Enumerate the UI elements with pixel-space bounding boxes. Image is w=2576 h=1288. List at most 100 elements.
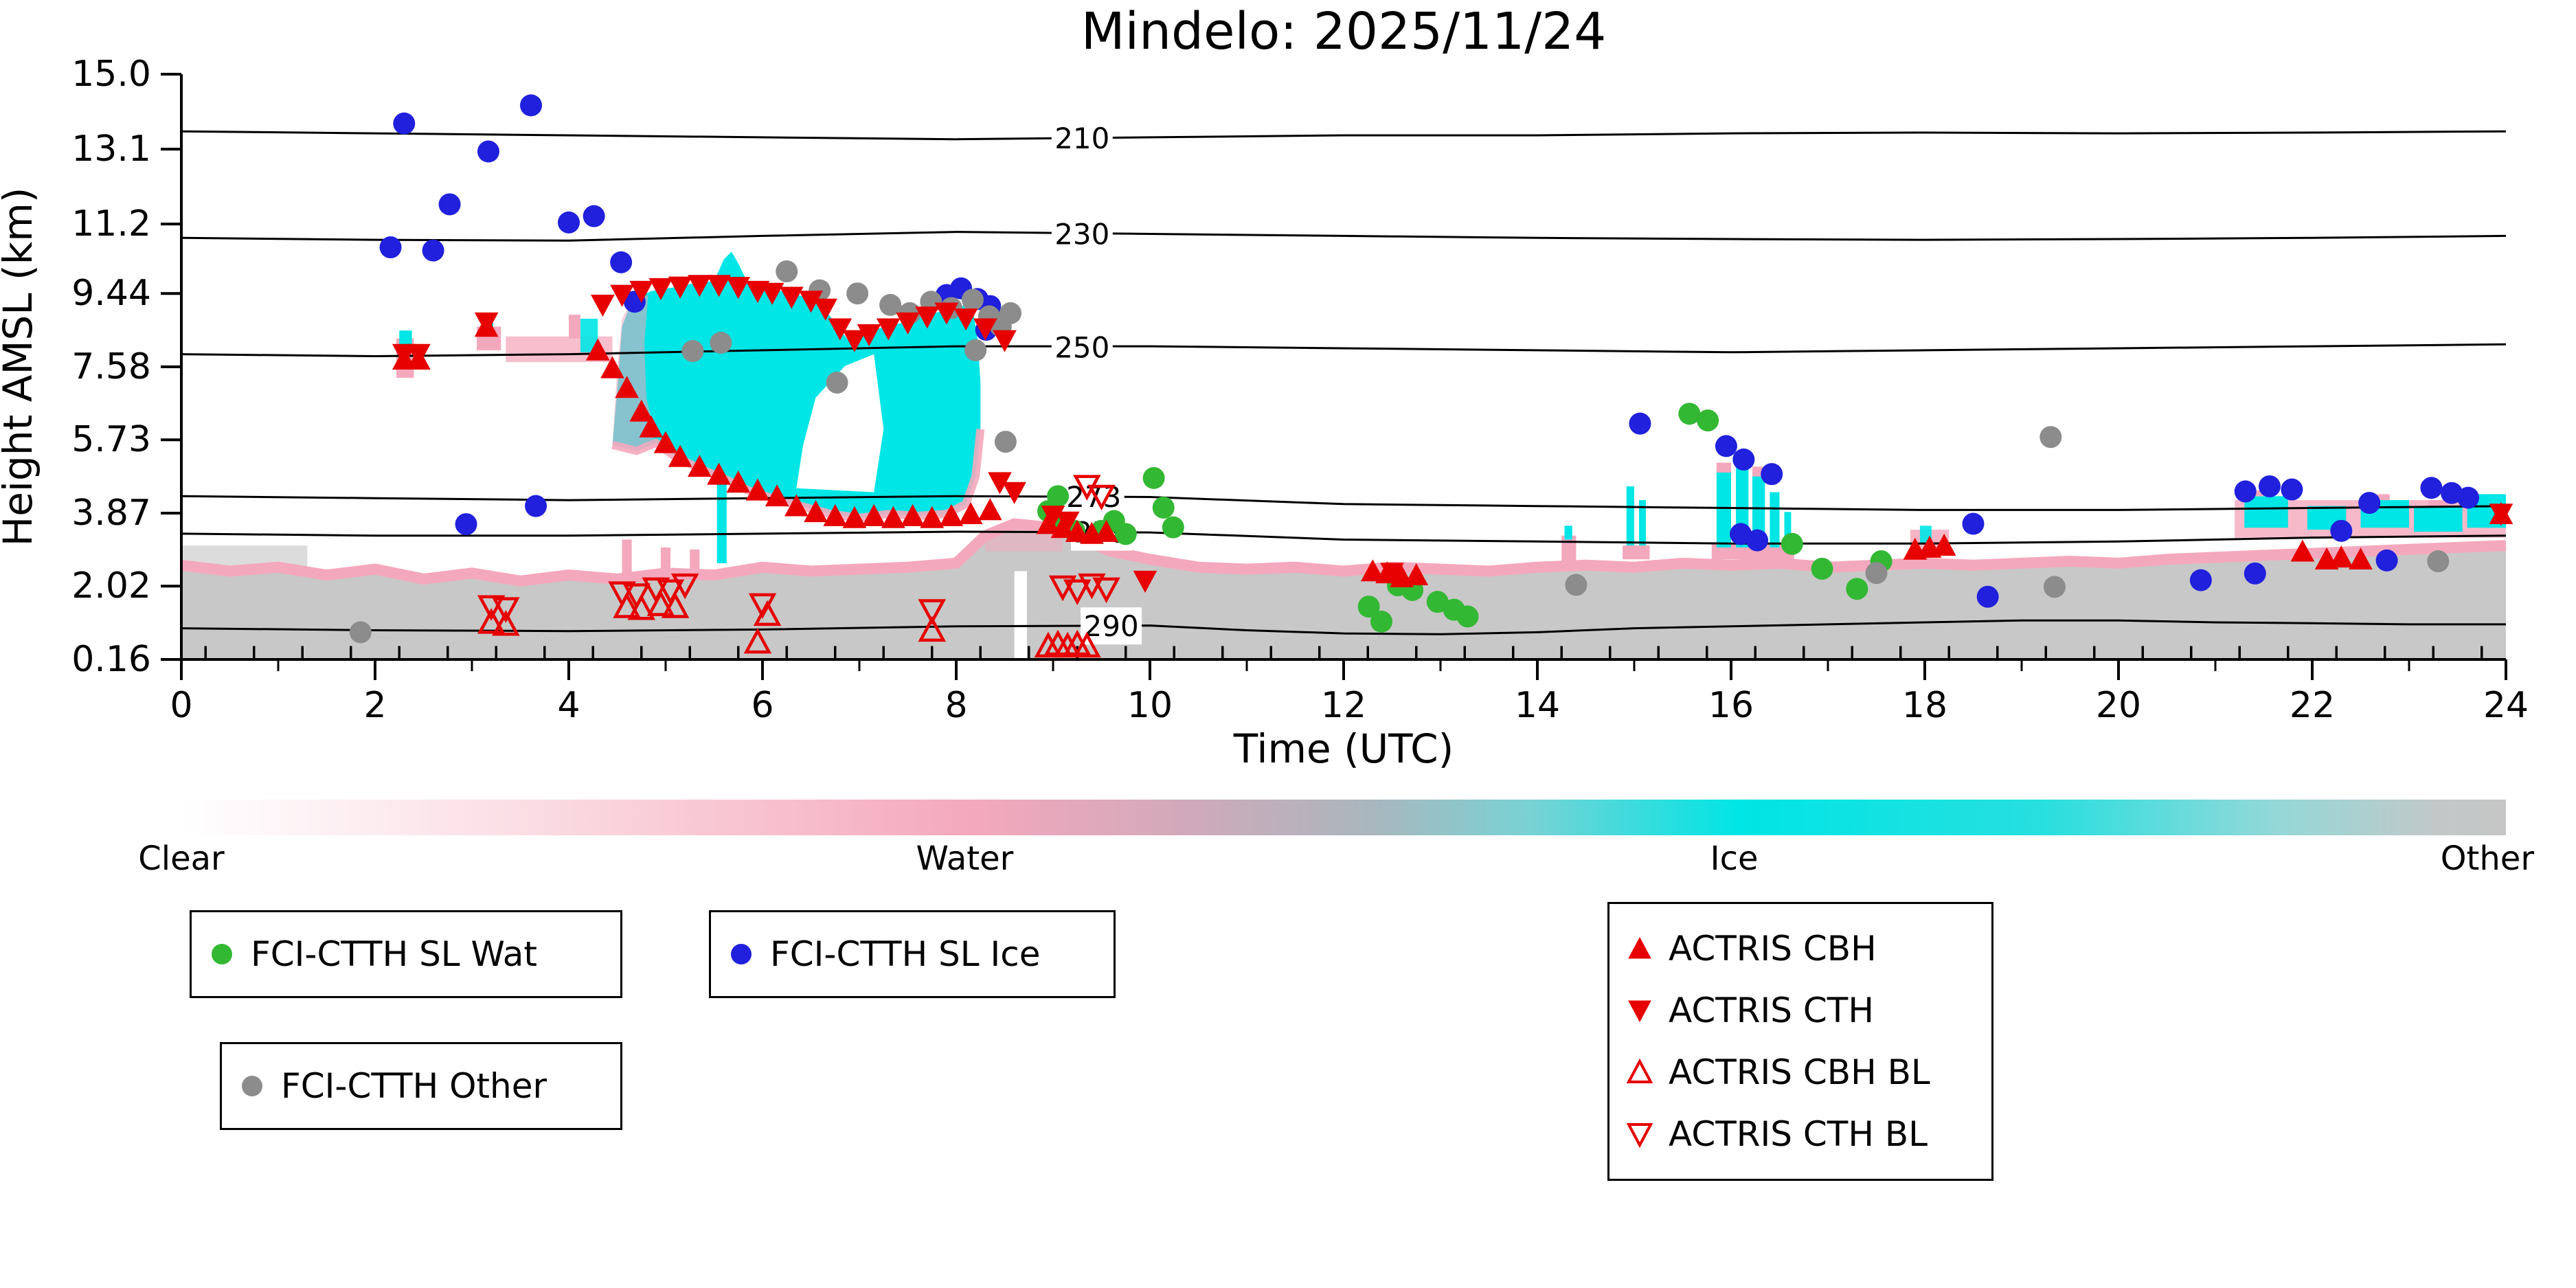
legend-entry: FCI-CTTH Other (237, 1066, 605, 1106)
contour-label-bg (1051, 215, 1113, 253)
ice-patch (2244, 496, 2288, 528)
x-tick-label: 10 (1127, 685, 1173, 726)
legend-label: ACTRIS CTH BL (1669, 1114, 1928, 1154)
circle-marker-icon (242, 1076, 262, 1096)
contour-line-210 (181, 130, 2507, 141)
y-tick-label: 2.02 (71, 565, 151, 607)
x-tick-label: 8 (945, 685, 967, 726)
ice-anvil-cloud (612, 251, 981, 518)
clear-sliver (1014, 571, 1027, 659)
water-streak (1623, 545, 1650, 560)
ice-streak (1784, 512, 1792, 547)
y-tick-label: 15.0 (71, 54, 151, 95)
classification-background (181, 251, 2507, 659)
water-streak (1561, 535, 1577, 563)
contour-line-230 (181, 231, 2507, 242)
water-streak (660, 547, 671, 574)
legend-label: ACTRIS CBH BL (1669, 1052, 1930, 1092)
x-tick-label: 14 (1515, 685, 1560, 726)
series-actris-cth (392, 275, 2513, 593)
ice-streak (1626, 486, 1634, 552)
y-tick-label: 3.87 (71, 493, 151, 534)
legend-label: FCI-CTTH Other (281, 1066, 547, 1106)
y-tick-label: 9.44 (71, 273, 151, 314)
other-surface-layer (181, 523, 2506, 659)
tri-up-marker-icon (1628, 936, 1651, 959)
contour-line-273 (181, 495, 2507, 511)
y-axis-label: Height AMSL (km) (0, 188, 41, 547)
contour-line-250 (181, 343, 2507, 358)
legend-entry: ACTRIS CTH BL (1625, 1114, 1976, 1154)
tri-up-open-marker-icon (1626, 1059, 1653, 1083)
water-streak (622, 539, 632, 574)
contour-label-bg (1051, 328, 1113, 366)
circle-marker-icon (731, 944, 752, 964)
contour-label: 290 (1084, 609, 1139, 643)
water-tip (1716, 462, 1731, 473)
water-top-fringe (181, 518, 2507, 587)
legend-actris: ACTRIS CBH ACTRIS CTH ACTRIS CBH BL ACTRIS … (1607, 902, 1993, 1181)
temperature-contours: 210230250273279290 (181, 120, 2507, 645)
ice-streak (1752, 472, 1765, 547)
x-tick-label: 20 (2096, 685, 2141, 726)
colorbar-label-water: Water (916, 839, 1014, 878)
x-tick-label: 22 (2290, 685, 2335, 726)
legend-fci-ctth-sl-ice: FCI-CTTH SL Ice (709, 910, 1116, 998)
legend-entry: FCI-CTTH SL Ice (726, 934, 1098, 974)
ice-streak (1564, 526, 1572, 540)
tri-down-marker-icon (1628, 1000, 1651, 1023)
legend-entry: ACTRIS CBH BL (1625, 1052, 1976, 1092)
ice-streak (1639, 500, 1646, 552)
contour-label: 210 (1054, 122, 1109, 155)
legend-label: ACTRIS CTH (1669, 991, 1874, 1030)
chart-title: Mindelo: 2025/11/24 (1081, 2, 1607, 61)
x-tick-label: 12 (1321, 685, 1366, 726)
series-actris-cbh (392, 315, 2513, 587)
x-tick-label: 0 (170, 685, 192, 726)
legend-fci-ctth-other: FCI-CTTH Other (220, 1042, 622, 1130)
contour-label: 250 (1054, 330, 1109, 364)
contour-label-bg (1081, 607, 1142, 645)
x-tick-label: 4 (557, 685, 580, 726)
y-tick-label: 13.1 (71, 128, 151, 170)
classification-colorbar (181, 800, 2506, 835)
x-tick-label: 2 (363, 685, 386, 726)
y-tick-label: 11.2 (71, 203, 151, 245)
tri-down-open-marker-icon (1626, 1123, 1653, 1148)
colorbar-label-other: Other (2440, 839, 2535, 878)
axes: 15.013.111.29.447.585.733.872.020.160 2 4 6… (0, 54, 2529, 772)
colorbar-labels: Clear Water Ice Other (0, 839, 2576, 883)
contour-label: 230 (1054, 218, 1109, 251)
contour-label-bg (1051, 120, 1113, 157)
x-axis-label: Time (UTC) (1233, 725, 1454, 772)
contour-line-290 (181, 619, 2506, 635)
series-actris-cbh-bl (477, 590, 1101, 658)
ice-fallstreak (716, 478, 727, 563)
legend-label: FCI-CTTH SL Wat (251, 934, 538, 974)
water-tip (2428, 500, 2448, 506)
water-streak (690, 549, 700, 572)
water-tip (2370, 494, 2390, 501)
ice-streak (1770, 492, 1780, 547)
ice-patch (2414, 506, 2463, 532)
legend-entry: ACTRIS CTH (1625, 991, 1976, 1030)
legend-entry: FCI-CTTH SL Wat (207, 934, 605, 974)
y-tick-label: 7.58 (71, 346, 151, 387)
legend-entry: ACTRIS CBH (1625, 929, 1976, 969)
legend-label: FCI-CTTH SL Ice (770, 934, 1041, 974)
legend-label: ACTRIS CBH (1669, 929, 1877, 969)
circle-marker-icon (212, 944, 232, 964)
x-tick-label: 6 (751, 685, 773, 726)
clear-hole (796, 354, 884, 493)
x-tick-label: 24 (2483, 685, 2529, 726)
series-actris-cth-bl (477, 475, 1120, 625)
time-height-plot: 21023025027327929015.013.111.29.447.585.… (0, 54, 2529, 772)
colorbar-label-clear: Clear (138, 839, 225, 878)
x-tick-label: 16 (1708, 685, 1754, 726)
x-tick-label: 18 (1902, 685, 1947, 726)
legend-fci-ctth-sl-wat: FCI-CTTH SL Wat (190, 910, 622, 998)
colorbar-label-ice: Ice (1710, 839, 1759, 878)
y-tick-label: 5.73 (71, 419, 151, 460)
y-tick-label: 0.16 (71, 639, 151, 680)
